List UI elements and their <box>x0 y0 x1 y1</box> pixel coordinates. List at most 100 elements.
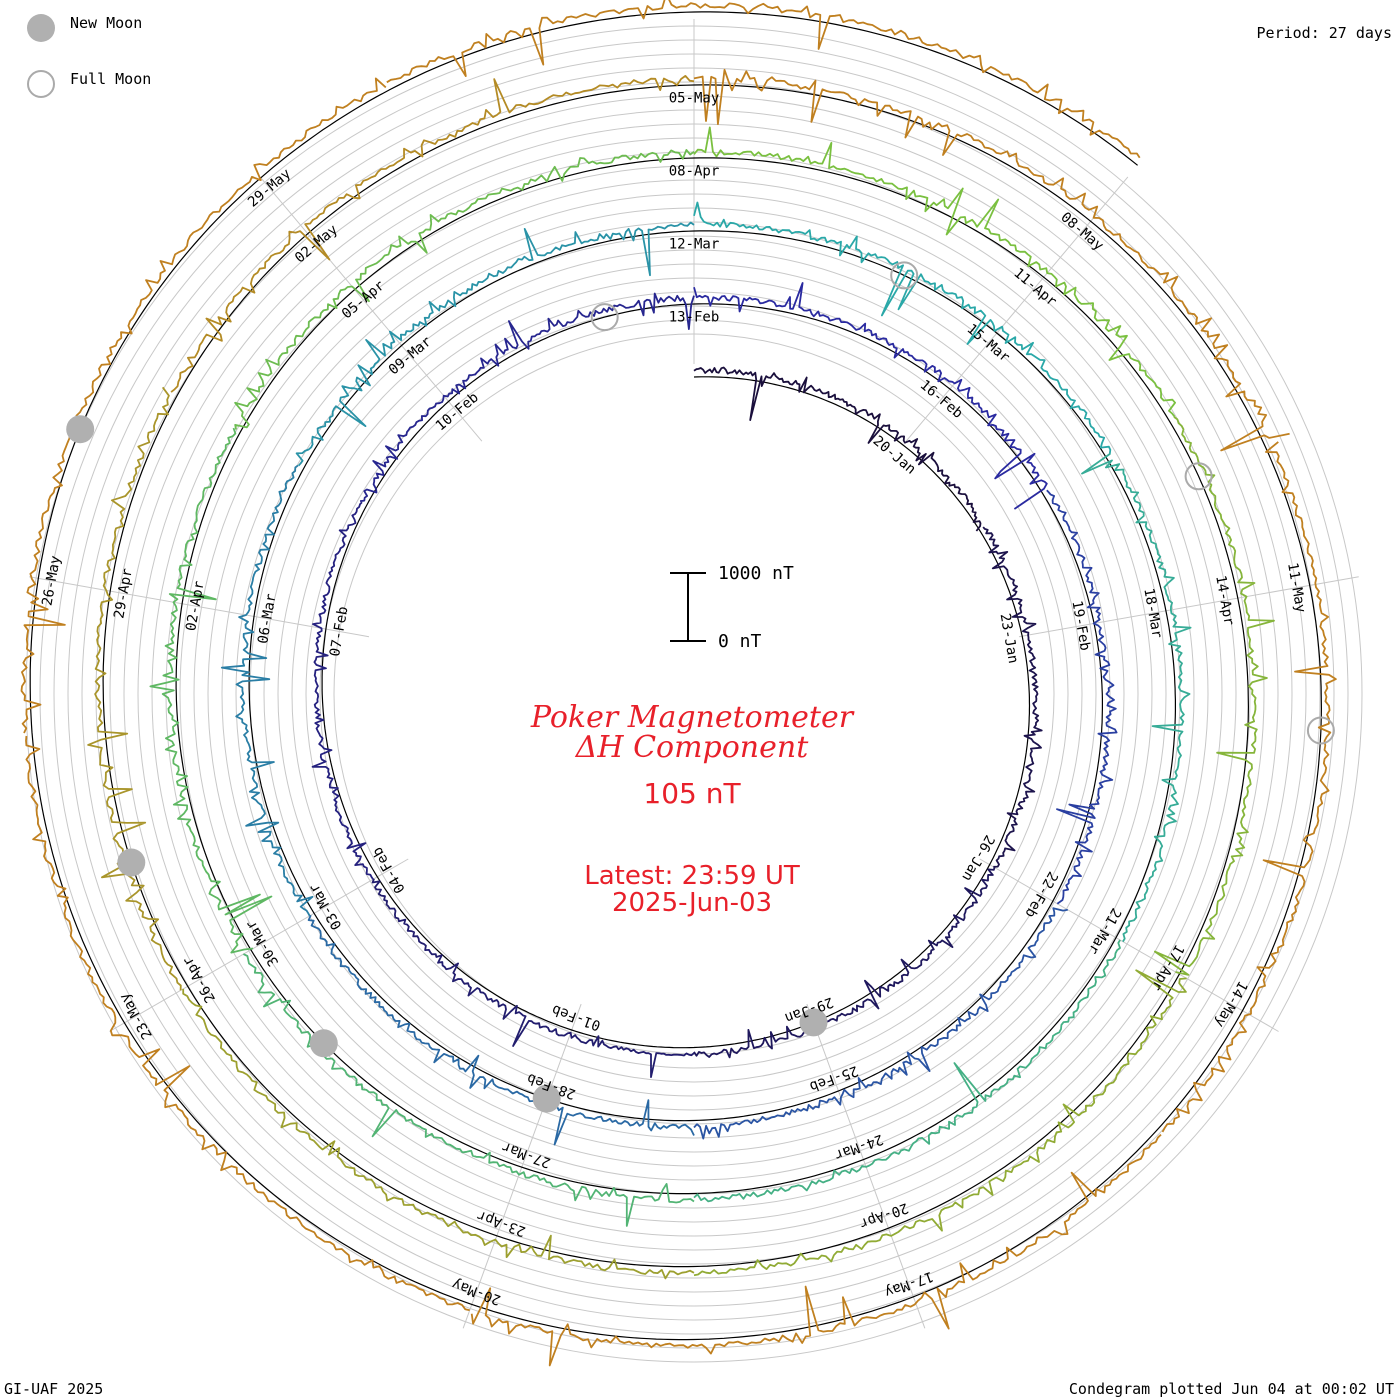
trace-segment <box>693 282 1048 510</box>
date-label: 08-May <box>1057 209 1106 254</box>
magnetometer-traces <box>20 0 1337 1367</box>
date-label: 24-Mar <box>832 1131 885 1163</box>
baseline-value: 105 nT <box>643 777 741 810</box>
baseline-spiral <box>102 84 1250 1268</box>
trace-segment <box>693 201 1112 455</box>
trace-segment <box>234 148 695 430</box>
baseline-spiral <box>321 303 1031 1049</box>
trace-segment <box>693 907 1068 1140</box>
trace-segment <box>386 0 1141 159</box>
date-label: 29-Apr <box>111 567 136 620</box>
grid-ring <box>249 249 1139 1139</box>
grid-ring <box>305 305 1083 1083</box>
trace-segment <box>1154 416 1275 976</box>
date-label: 23-Jan <box>997 612 1022 665</box>
grid-spoke <box>462 1003 582 1329</box>
trace-segment <box>470 1133 1162 1367</box>
date-label: 01-Feb <box>550 1001 603 1033</box>
trace-segment <box>693 939 1121 1203</box>
new-moon-marker <box>66 415 95 444</box>
trace-segment <box>182 988 695 1280</box>
scale-bar: 1000 nT 0 nT <box>670 563 794 652</box>
moon-phase-markers <box>66 261 1335 1113</box>
date-label: 20-Apr <box>857 1199 910 1231</box>
scale-top-label: 1000 nT <box>718 563 794 584</box>
date-label: 26-Apr <box>180 954 219 1006</box>
date-label: 23-Apr <box>475 1207 528 1239</box>
trace-segment <box>243 953 695 1227</box>
trace-segment <box>1161 441 1337 1133</box>
grid-spoke <box>979 858 1279 1032</box>
grid-spoke <box>29 576 370 638</box>
trace-segment <box>693 68 1290 452</box>
grid-ring <box>263 263 1125 1125</box>
trace-segment <box>1046 489 1118 905</box>
period-label: Period: 27 days <box>1256 24 1392 42</box>
trace-segment <box>25 735 470 1312</box>
grid-ring <box>333 333 1055 1055</box>
radial-grid <box>25 19 1363 1363</box>
new-moon-legend-label: New Moon <box>70 14 143 32</box>
trace-segment <box>693 969 1187 1277</box>
credit-label: GI-UAF 2025 <box>4 1380 104 1398</box>
trace-segment <box>20 77 387 734</box>
date-label: 12-Mar <box>669 237 720 253</box>
full-moon-marker <box>890 261 919 290</box>
new-moon-marker <box>799 1008 828 1037</box>
date-label: 02-Apr <box>183 580 208 633</box>
latest-time: Latest: 23:59 UT <box>584 861 800 891</box>
trace-segment <box>307 914 695 1146</box>
date-label: 05-Apr <box>339 278 388 323</box>
date-label: 14-Apr <box>1212 574 1237 627</box>
spiral-baselines <box>29 11 1323 1341</box>
grid-ring <box>291 291 1097 1097</box>
date-label: 05-May <box>669 91 720 107</box>
new-moon-marker <box>309 1029 338 1058</box>
trace-segment <box>982 526 1043 868</box>
trace-segment <box>359 292 695 503</box>
date-label: 13-Feb <box>669 310 720 326</box>
trace-segment <box>295 221 695 467</box>
trace-segment <box>371 878 695 1078</box>
date-label: 18-Mar <box>1140 587 1165 640</box>
new-moon-legend-icon <box>27 14 55 42</box>
grid-ring <box>277 277 1111 1111</box>
date-label: 27-Mar <box>500 1138 553 1170</box>
full-moon-marker <box>1184 462 1213 491</box>
scale-bottom-label: 0 nT <box>718 631 762 652</box>
date-label: 10-Feb <box>433 390 482 435</box>
new-moon-marker <box>117 848 146 877</box>
new-moon-marker <box>532 1084 561 1113</box>
trace-segment <box>693 126 1176 418</box>
plotted-timestamp: Condegram plotted Jun 04 at 00:02 UT <box>1068 1380 1394 1398</box>
trace-segment <box>170 75 695 393</box>
grid-ring <box>319 319 1069 1069</box>
latest-date: 2025-Jun-03 <box>612 888 772 918</box>
trace-segment <box>693 867 996 1059</box>
grid-spoke <box>259 176 483 442</box>
baseline-spiral <box>248 230 1104 1122</box>
trace-segment <box>693 366 982 532</box>
grid-spoke <box>1018 576 1359 638</box>
grid-spoke <box>109 858 409 1032</box>
trace-segment <box>1081 452 1192 943</box>
date-label: 26-Jan <box>958 832 997 884</box>
chart-subtitle: ΔH Component <box>575 730 809 765</box>
date-label: 26-May <box>39 554 64 607</box>
trace-segment <box>149 427 273 954</box>
date-label: 06-Mar <box>255 592 280 645</box>
date-label: 14-May <box>1211 978 1250 1030</box>
baseline-spiral <box>29 11 1323 1341</box>
date-label: 07-Feb <box>327 605 352 658</box>
full-moon-marker <box>1306 716 1335 745</box>
date-label: 25-Feb <box>807 1062 860 1094</box>
full-moon-legend-label: Full Moon <box>70 70 152 88</box>
full-moon-marker <box>590 303 619 332</box>
chart-title: Poker Magnetometer <box>530 700 855 735</box>
trace-segment <box>220 464 314 917</box>
date-label: 11-May <box>1284 561 1309 614</box>
full-moon-legend-icon <box>27 70 55 98</box>
trace-segment <box>311 501 374 880</box>
date-label: 08-Apr <box>669 164 720 180</box>
